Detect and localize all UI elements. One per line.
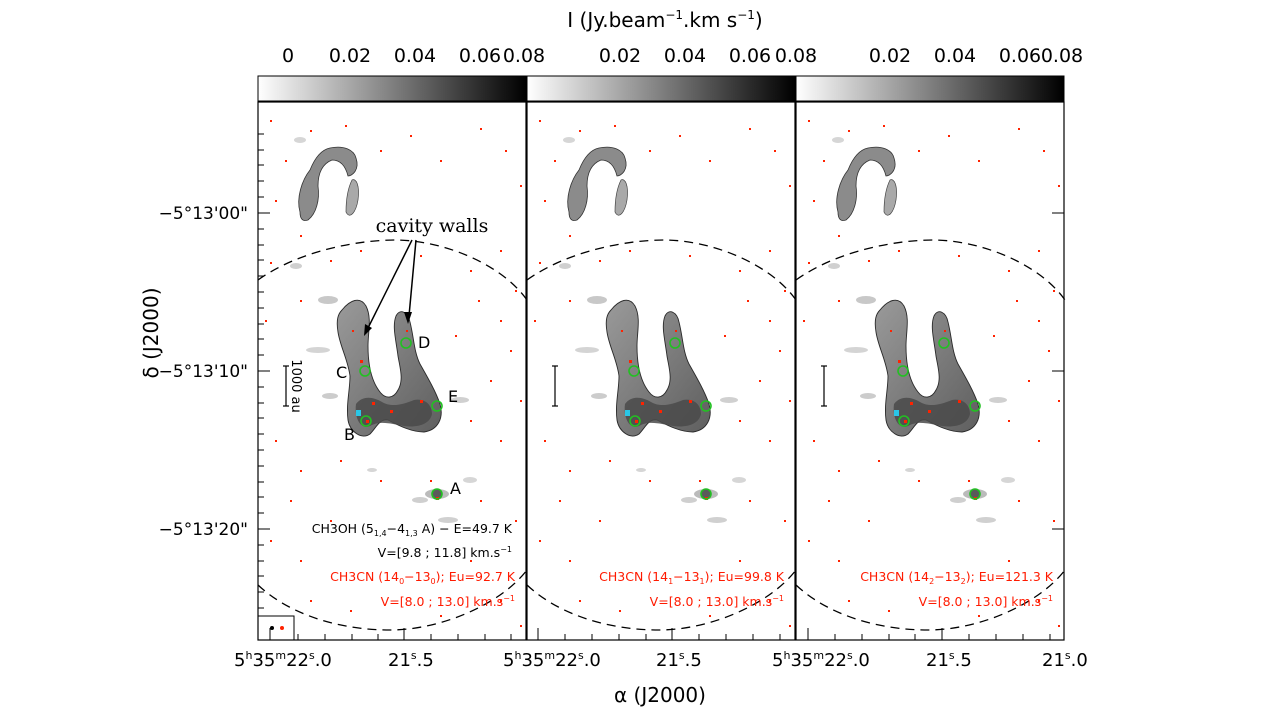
scale-bar-label: 1000 au: [288, 359, 303, 412]
colorbar-1: [257, 75, 527, 102]
colorbar-2: [526, 75, 796, 102]
panel2-ch3cn-vel: V=[8.0 ; 13.0] km.s−1: [650, 594, 784, 609]
x-tick-label-5: 5h35m22s.0: [772, 649, 870, 671]
panel2-ch3cn-line: CH3CN (141−131); Eu=99.8 K: [599, 569, 785, 586]
cb3-tick-3: 0.06: [999, 45, 1041, 67]
cb1-tick-4: 0.08: [503, 45, 545, 67]
beam-box: [257, 615, 295, 641]
colorbar-3: [795, 75, 1065, 102]
cb1-tick-3: 0.06: [459, 45, 501, 67]
cb2-tick-2: 0.04: [664, 45, 706, 67]
panel-3: CH3CN (142−132); Eu=121.3 K V=[8.0 ; 13.…: [795, 101, 1066, 641]
source-label-d: D: [418, 333, 430, 352]
cavity-arrow-2: [408, 239, 417, 317]
source-label-c: C: [336, 363, 347, 382]
y-axis-label: δ (J2000): [139, 288, 163, 379]
source-label-e: E: [448, 387, 458, 406]
colorbar-title: I (Jy.beam−1.km s−1): [567, 8, 762, 32]
cb3-tick-2: 0.04: [934, 45, 976, 67]
panel-2: CH3CN (141−131); Eu=99.8 K V=[8.0 ; 13.0…: [526, 101, 797, 641]
cavity-arrow-1: [366, 239, 413, 331]
panel1-ch3oh-line: CH3OH (51,4−41,3 A) − E=49.7 K: [312, 521, 513, 538]
cb2-tick-3: 0.06: [729, 45, 771, 67]
x-tick-label-2: 21s.5: [388, 649, 434, 671]
x-tick-label-1: 5h35m22s.0: [234, 649, 332, 671]
panel1-ch3cn-vel: V=[8.0 ; 13.0] km.s−1: [381, 594, 515, 609]
cb3-tick-1: 0.02: [869, 45, 911, 67]
cb1-tick-1: 0.02: [329, 45, 371, 67]
y-axis-ticks: [258, 133, 1064, 609]
cavity-walls-label: cavity walls: [376, 215, 489, 237]
x-tick-label-3: 5h35m22s.0: [503, 649, 601, 671]
x-axis-label: α (J2000): [614, 683, 706, 707]
cb1-tick-0: 0: [282, 45, 294, 67]
x-tick-label-6: 21s.5: [926, 649, 972, 671]
source-label-a: A: [450, 479, 461, 498]
y-tick-label-2: −5°13'10": [159, 362, 248, 382]
cb1-tick-2: 0.04: [394, 45, 436, 67]
cb3-tick-4: 0.08: [1041, 45, 1083, 67]
panel1-ch3cn-line: CH3CN (140−130); Eu=92.7 K: [330, 569, 516, 586]
cb2-tick-1: 0.02: [599, 45, 641, 67]
y-tick-label-3: −5°13'20": [159, 520, 248, 540]
x-tick-label-4: 21s.5: [656, 649, 702, 671]
x-axis-ticks: [269, 628, 1051, 640]
y-tick-label-1: −5°13'00": [159, 204, 248, 224]
source-label-b: B: [344, 425, 355, 444]
panel1-ch3oh-vel: V=[9.8 ; 11.8] km.s−1: [378, 545, 512, 560]
cb2-tick-4: 0.08: [775, 45, 817, 67]
panel3-ch3cn-vel: V=[8.0 ; 13.0] km.s−1: [919, 594, 1053, 609]
panel3-ch3cn-line: CH3CN (142−132); Eu=121.3 K: [860, 569, 1054, 586]
x-tick-label-7: 21s.0: [1042, 649, 1088, 671]
panel-1: cavity walls D C E B A 1000 au CH3OH (51…: [257, 101, 528, 641]
